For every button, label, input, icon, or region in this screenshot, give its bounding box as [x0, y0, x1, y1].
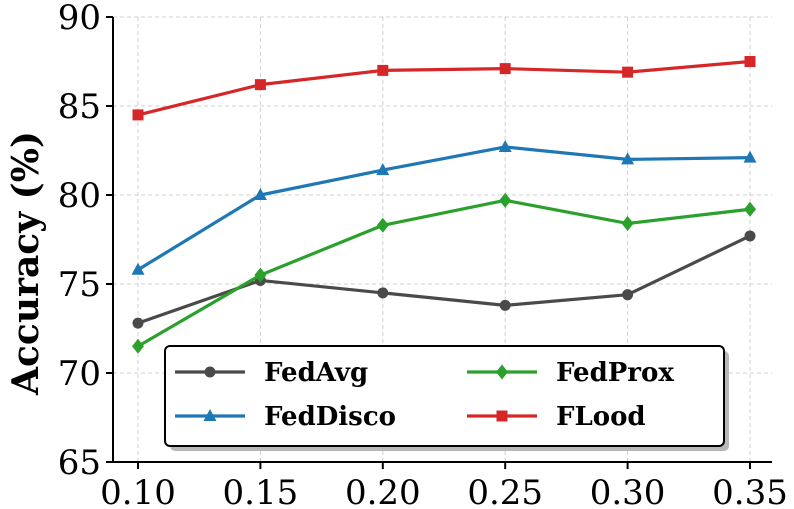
data-point-flood [377, 64, 389, 76]
series-line-feddisco [137, 145, 751, 272]
legend-marker-fedavg [204, 366, 216, 378]
series-line-fedavg [137, 234, 751, 325]
data-point-fedprox [499, 192, 512, 208]
data-point-flood [744, 56, 756, 67]
y-tick-label: 75 [58, 265, 101, 305]
series-lines [131, 56, 757, 354]
series-line-flood [137, 59, 751, 117]
legend-entry-feddisco: FedDisco [175, 402, 396, 432]
x-tick-label: 0.35 [712, 473, 788, 509]
series-line-fedprox [137, 198, 751, 348]
x-tick-label: 0.10 [100, 473, 176, 509]
data-point-fedavg [132, 317, 144, 329]
legend-entry-fedprox: FedProx [467, 358, 674, 388]
data-point-feddisco [743, 150, 757, 163]
y-tick-label: 80 [58, 176, 101, 216]
data-point-fedavg [744, 230, 756, 242]
legend-entry-fedavg: FedAvg [175, 358, 368, 388]
legend-label-fedprox: FedProx [556, 358, 674, 388]
x-tick-label: 0.30 [590, 473, 666, 509]
legend-entry-flood: FLood [467, 402, 646, 432]
data-point-fedavg [499, 299, 511, 311]
data-point-fedprox [254, 267, 267, 283]
y-tick-label: 90 [58, 0, 101, 38]
legend-marker-fedprox [496, 364, 508, 380]
legend: FedAvg FedDisco FedProx FLood [164, 345, 729, 451]
data-point-fedprox [744, 201, 756, 217]
data-point-flood [254, 79, 266, 91]
y-tick-label: 85 [58, 87, 101, 127]
data-point-feddisco [376, 163, 390, 176]
series-fedavg [132, 230, 756, 329]
data-point-feddisco [498, 139, 512, 152]
data-point-flood [622, 66, 634, 78]
axes [112, 17, 772, 463]
data-point-fedavg [622, 289, 634, 301]
series-fedprox [132, 192, 756, 354]
data-point-fedprox [132, 338, 144, 354]
data-point-fedprox [376, 217, 389, 233]
x-tick-label: 0.20 [345, 473, 421, 509]
legend-label-feddisco: FedDisco [264, 402, 396, 432]
data-point-feddisco [131, 262, 145, 275]
legend-label-flood: FLood [556, 402, 646, 432]
x-tick-label: 0.25 [467, 473, 543, 509]
data-point-fedavg [377, 287, 389, 299]
y-axis-label: Accuracy (%) [5, 131, 47, 396]
series-flood [132, 56, 756, 121]
legend-marker-flood [496, 410, 508, 422]
data-point-flood [132, 109, 144, 121]
data-point-fedprox [621, 215, 634, 231]
legend-box [164, 345, 725, 447]
data-point-feddisco [621, 152, 635, 165]
series-feddisco [131, 139, 757, 275]
data-point-flood [499, 63, 511, 75]
tick-labels: 65 70 75 80 85 90 0.10 0.15 0.20 0.25 0.30 0.35 [58, 0, 788, 509]
y-tick-label: 70 [58, 354, 101, 394]
data-point-feddisco [253, 188, 267, 200]
legend-marker-feddisco [203, 409, 217, 421]
y-tick-label: 65 [58, 443, 101, 483]
legend-label-fedavg: FedAvg [264, 358, 368, 388]
x-tick-label: 0.15 [223, 473, 299, 509]
